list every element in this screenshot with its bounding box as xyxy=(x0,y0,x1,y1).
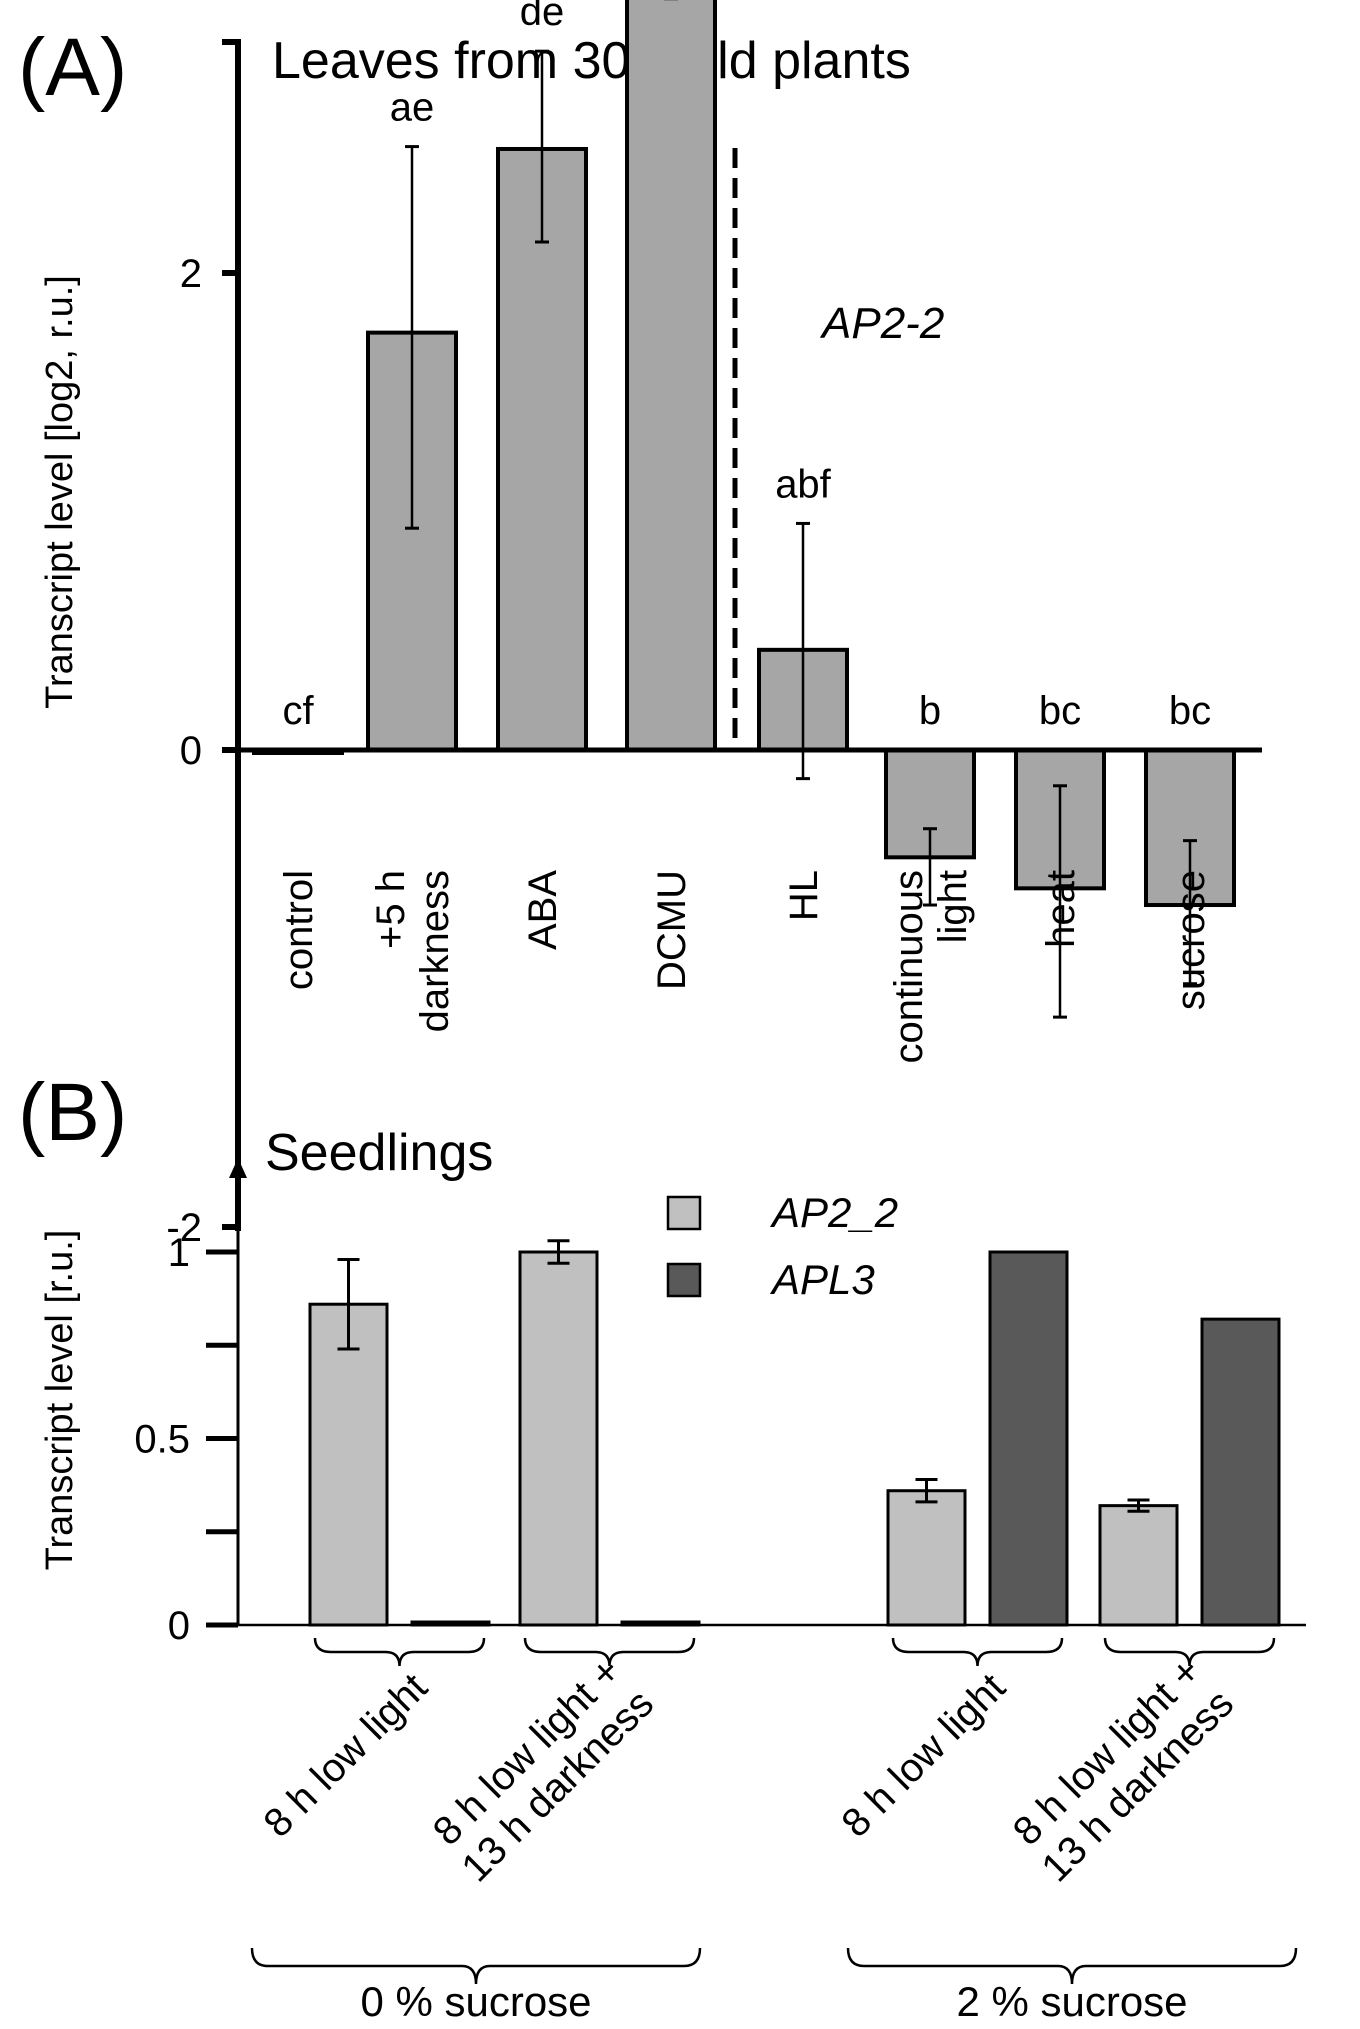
panel-b-group-label: 2 % sucrose xyxy=(956,1978,1187,2025)
panel-a-significance-label: bc xyxy=(1039,689,1081,733)
panel-b-category-label: 8 h low light xyxy=(255,1665,435,1845)
panel-b-bar-apl3 xyxy=(410,1620,491,1627)
panel-b-condition-brace xyxy=(1103,1637,1276,1667)
panel-a-category-label: sucrose xyxy=(1169,870,1213,1010)
panel-b-bar-apl3 xyxy=(988,1250,1069,1627)
panel-b-y-tick-label: 0.5 xyxy=(134,1418,190,1462)
panel-a-category-label: HL xyxy=(782,870,826,921)
panel-b-legend-swatch xyxy=(666,1262,702,1298)
panel-a-y-tick-label: 2 xyxy=(180,252,202,296)
panel-b-chart: 0 0.5 1 AP2_2 APL3 8 h low light 8 h low light… xyxy=(134,1158,1306,2025)
panel-b-category-label: 8 h low light xyxy=(833,1665,1013,1845)
panel-b-bar-apl3 xyxy=(620,1620,701,1627)
panel-a-category-label: DCMU xyxy=(650,870,694,990)
panel-a-category-label: +5 h xyxy=(369,870,413,949)
panel-a-category-label: ABA xyxy=(521,870,565,950)
panel-a-category-label: darkness xyxy=(413,870,457,1032)
panel-b-y-axis-arrow xyxy=(229,1158,247,1178)
panel-a-significance-label: b xyxy=(919,689,941,733)
panel-a-category-label: heat xyxy=(1039,870,1083,948)
panel-a-gene-label: AP2-2 xyxy=(819,299,944,348)
panel-a-significance-label: ae xyxy=(390,86,435,130)
panel-b-legend-label: AP2_2 xyxy=(769,1189,898,1236)
panel-b-legend-label: APL3 xyxy=(769,1256,875,1303)
panel-a-significance-label: cf xyxy=(282,689,314,733)
panel-a-y-axis-label: Transcript level [log2, r.u.] xyxy=(39,275,81,709)
panel-a-significance-label: de xyxy=(520,0,565,34)
panel-b-condition-brace xyxy=(523,1637,696,1667)
panel-a-chart: -2024cfaededabfbbcbccontrol+5 hdarknessA… xyxy=(166,0,1262,1250)
panel-a-significance-label: bc xyxy=(1169,689,1211,733)
panel-a-significance-label: abf xyxy=(775,462,831,506)
panel-b-bar-apl3 xyxy=(1200,1317,1281,1627)
panel-a-category-label: light xyxy=(931,870,975,943)
panel-b-y-tick-label: 1 xyxy=(168,1231,190,1275)
panel-a-bar xyxy=(625,0,717,753)
panel-b-group-brace xyxy=(250,1947,702,1985)
panel-b-bar-ap2-2 xyxy=(308,1302,389,1627)
panel-b-condition-brace xyxy=(313,1637,486,1667)
panel-b-bar-ap2-2 xyxy=(1098,1504,1179,1627)
panel-a-label: (A) xyxy=(18,22,127,113)
panel-a-category-label: control xyxy=(277,870,321,990)
panel-a-title: Leaves from 30 d old plants xyxy=(272,32,911,90)
panel-b-bar-ap2-2 xyxy=(518,1250,599,1627)
panel-b-condition-brace xyxy=(891,1637,1064,1667)
panel-b-y-tick-label: 0 xyxy=(168,1604,190,1648)
panel-a-category-label: continuous xyxy=(887,870,931,1063)
panel-a-y-tick-label: -2 xyxy=(166,1206,202,1250)
panel-b-bar-ap2-2 xyxy=(886,1489,967,1627)
panel-b-legend-swatch xyxy=(666,1195,702,1231)
panel-a-y-tick-label: 0 xyxy=(180,729,202,773)
panel-b-group-label: 0 % sucrose xyxy=(360,1978,591,2025)
panel-b-label: (B) xyxy=(18,1067,127,1158)
panel-b-group-brace xyxy=(846,1947,1298,1985)
panel-b-y-axis-label: Transcript level [r.u.] xyxy=(39,1230,81,1571)
panel-b-title: Seedlings xyxy=(265,1124,493,1182)
